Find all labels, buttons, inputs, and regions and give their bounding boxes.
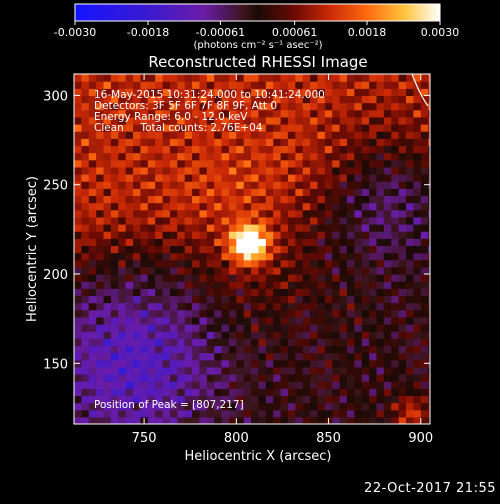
- footer-date: 22-Oct-2017 21:55: [364, 481, 496, 496]
- axes: 750 800 850 900 150 200 250 300: [43, 74, 433, 446]
- heatmap-image: [74, 74, 430, 424]
- colorbar-tick-label: -0.0018: [127, 26, 169, 39]
- annotation-counts: Clean Total counts: 2.76E+04: [94, 122, 263, 134]
- colorbar-tick-label: -0.00061: [196, 26, 245, 39]
- plot-frame: [73, 73, 431, 425]
- colorbar-unit-label: (photons cm⁻² s⁻¹ asec⁻²): [193, 40, 322, 51]
- colorbar: [74, 3, 441, 22]
- y-tick-label: 150: [43, 357, 68, 372]
- x-tick-label: 800: [224, 431, 249, 446]
- colorbar-tick-label: -0.0030: [54, 26, 96, 39]
- annotation-time: 16-May-2015 10:31:24.000 to 10:41:24.000: [94, 89, 325, 101]
- y-tick-label: 200: [43, 268, 68, 283]
- y-axis-label: Heliocentric Y (arcsec): [25, 176, 40, 322]
- colorbar-tick-label: 0.00061: [272, 26, 318, 39]
- x-tick-label: 900: [408, 431, 433, 446]
- annotation-energy: Energy Range: 6.0 - 12.0 keV: [94, 111, 248, 123]
- colorbar-ticks: -0.0030 -0.0018 -0.00061 0.00061 0.0018 0.003…: [54, 21, 459, 39]
- colorbar-tick-label: 0.0030: [421, 26, 460, 39]
- annotation-peak: Position of Peak = [807,217]: [94, 399, 244, 411]
- y-tick-label: 250: [43, 179, 68, 194]
- chart-title: Reconstructed RHESSI Image: [148, 53, 367, 71]
- annotations: 16-May-2015 10:31:24.000 to 10:41:24.000…: [94, 89, 325, 411]
- x-tick-label: 750: [132, 431, 157, 446]
- x-tick-label: 850: [316, 431, 341, 446]
- annotation-detectors: Detectors: 3F 5F 6F 7F 8F 9F, Att 0: [94, 100, 277, 112]
- x-axis-label: Heliocentric X (arcsec): [185, 449, 332, 464]
- y-tick-label: 300: [43, 89, 68, 104]
- colorbar-tick-label: 0.0018: [348, 26, 387, 39]
- limb-curve: [411, 74, 429, 107]
